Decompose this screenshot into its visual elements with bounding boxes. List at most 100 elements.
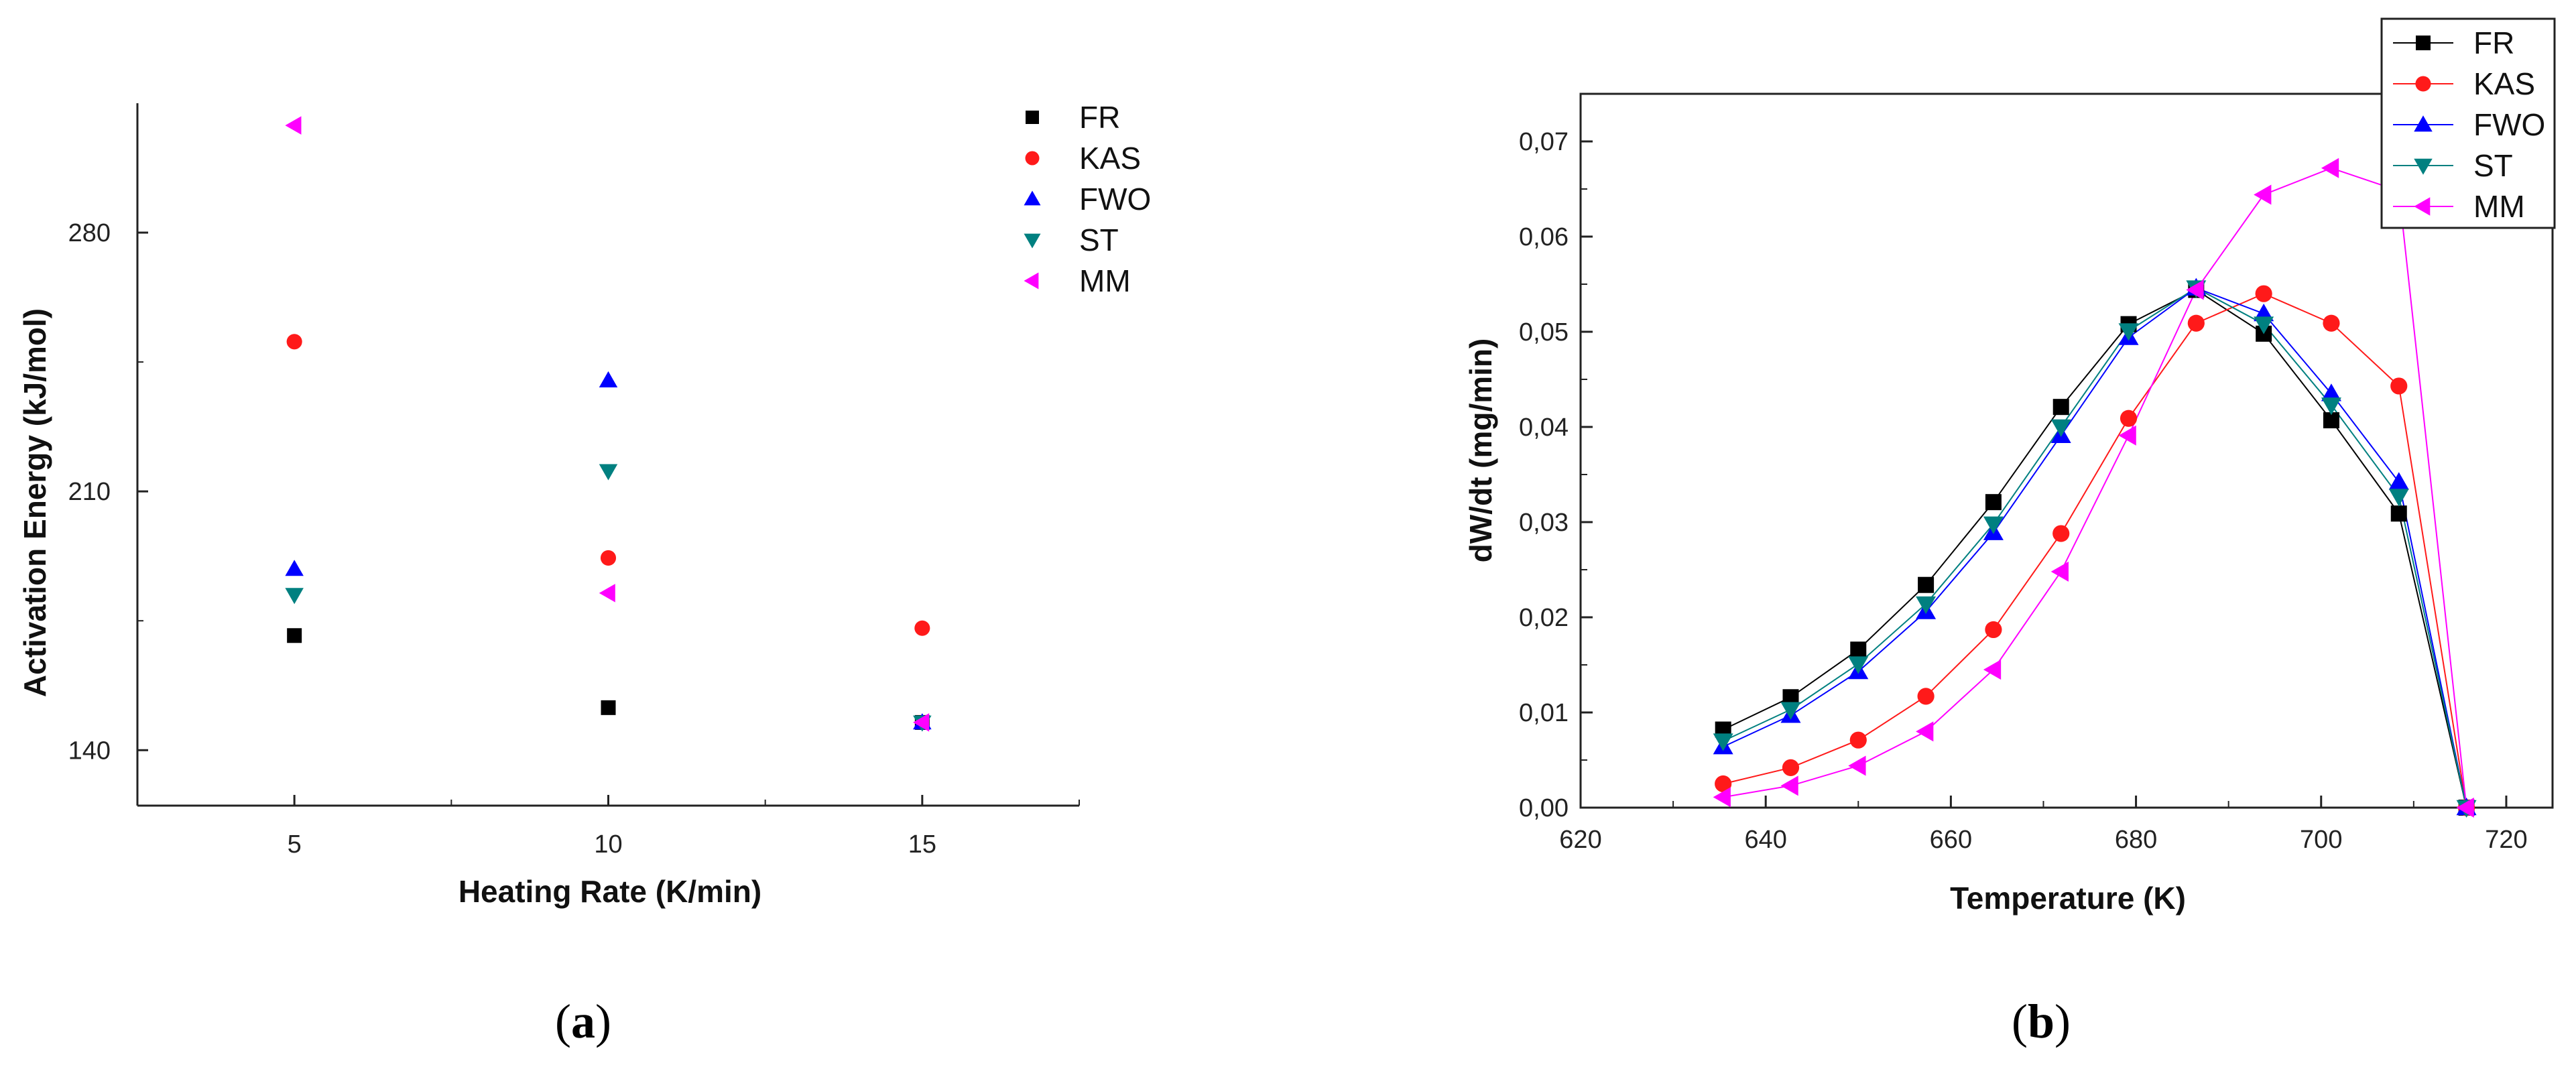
chart-b-point-kas — [2255, 285, 2272, 302]
chart-b-frame — [1579, 92, 2554, 809]
chart-a-marks — [285, 116, 932, 732]
chart-b-point-st — [1848, 656, 1869, 674]
chart-b-point-st — [1983, 516, 2004, 534]
chart-b-y-tick-label: 0,02 — [1519, 604, 1569, 632]
chart-b-y-tick-label: 0,01 — [1519, 699, 1569, 727]
chart-b-point-kas — [2187, 314, 2205, 332]
chart-b-x-tick-label: 680 — [2115, 826, 2157, 854]
chart-b-point-kas — [1782, 759, 1800, 776]
chart-b-legend-label-fr: FR — [2473, 25, 2514, 60]
chart-b-point-kas — [2052, 525, 2070, 542]
chart-b-legend-label-mm: MM — [2473, 189, 2525, 224]
chart-a-point-st — [599, 464, 618, 481]
chart-b-y-tick-label: 0,05 — [1519, 318, 1569, 347]
chart-b-y-axis-title: dW/dt (mg/min) — [1463, 338, 1498, 563]
chart-b-point-st — [2050, 419, 2071, 437]
chart-b-legend-marker-kas — [2415, 76, 2431, 92]
chart-b-legend-marker-mm — [2414, 197, 2431, 216]
chart-b-point-fr — [2052, 399, 2069, 416]
chart-b-legend-marker-fwo — [2414, 115, 2433, 132]
chart-b-point-mm — [1780, 775, 1798, 796]
chart-a-point-fr — [287, 628, 302, 643]
chart-b-point-st — [1713, 733, 1733, 751]
chart-b-legend-marker-fr — [2416, 36, 2431, 50]
chart-b-legend: FR KAS FWO ST MM — [2393, 25, 2545, 224]
chart-a-y-tick-label: 140 — [68, 737, 111, 765]
chart-a-legend-label-mm: MM — [1079, 263, 1131, 298]
chart-a-y-axis-title: Activation Energy (kJ/mol) — [17, 308, 52, 697]
chart-b-point-fwo — [2321, 383, 2341, 401]
chart-b-y-tick-label: 0,03 — [1519, 509, 1569, 537]
chart-b-point-fr — [1850, 641, 1867, 658]
chart-b-point-st — [1916, 596, 1937, 615]
chart-b-y-tick-label: 0,04 — [1519, 414, 1569, 442]
chart-b-point-st — [2254, 316, 2274, 334]
chart-b-y-tick-label: 0,00 — [1519, 794, 1569, 822]
chart-a-legend-label-kas: KAS — [1079, 141, 1141, 176]
chart-a-point-mm — [599, 584, 615, 603]
chart-b-ticks: 0,00 0,01 0,02 0,03 0,04 0,05 0,06 0,07 620 640 66… — [1519, 128, 2528, 854]
chart-a-legend-label-fwo: FWO — [1079, 182, 1151, 216]
chart-b-point-kas — [1985, 621, 2002, 639]
chart-a-point-fwo — [599, 371, 618, 387]
chart-b-x-tick-label: 720 — [2485, 826, 2527, 854]
chart-a-point-kas — [914, 620, 930, 636]
chart-a-point-fr — [601, 700, 616, 715]
chart-b-point-mm — [2050, 561, 2069, 582]
chart-b-line-st — [1723, 287, 2467, 808]
chart-b-point-st — [1780, 702, 1801, 720]
chart-a-legend-marker-fr — [1026, 111, 1039, 124]
chart-a-x-tick-label: 10 — [594, 830, 622, 859]
chart-b-legend-label-st: ST — [2473, 148, 2513, 183]
chart-a-point-st — [285, 588, 304, 605]
chart-a-point-kas — [600, 550, 617, 566]
chart-a-x-tick-label: 15 — [908, 830, 936, 859]
chart-a-ticks: 140 210 280 5 10 15 — [68, 219, 1080, 859]
chart-a-y-tick-label: 210 — [68, 478, 111, 506]
chart-a-legend-marker-fwo — [1024, 190, 1041, 206]
chart-b-point-fwo — [2388, 472, 2409, 490]
chart-b-point-fr — [1918, 576, 1935, 593]
chart-b-point-kas — [2323, 314, 2340, 332]
chart-b-y-tick-label: 0,07 — [1519, 128, 1569, 156]
chart-b-legend-box — [2380, 17, 2556, 229]
chart-b-point-fr — [1985, 494, 2002, 511]
caption-b: (b) — [2012, 995, 2071, 1048]
caption-a: (a) — [555, 995, 611, 1048]
chart-a-legend-marker-st — [1024, 233, 1041, 249]
chart-b-legend-marker-st — [2414, 158, 2433, 175]
chart-b-point-kas — [1849, 731, 1867, 749]
chart-a-point-mm — [285, 116, 302, 135]
chart-b-point-st — [2118, 323, 2139, 341]
chart-b-legend-label-kas: KAS — [2473, 66, 2535, 101]
chart-b-x-tick-label: 640 — [1744, 826, 1786, 854]
chart-b-point-kas — [2120, 410, 2138, 427]
chart-b-point-mm — [2254, 184, 2272, 205]
chart-a-point-kas — [286, 334, 302, 350]
caption-b-letter: b — [2028, 995, 2054, 1048]
chart-b-point-mm — [2456, 798, 2474, 818]
chart-b-point-mm — [2321, 158, 2339, 178]
chart-b-point-mm — [2186, 279, 2204, 300]
chart-b-x-axis-title: Temperature (K) — [1950, 881, 2186, 916]
chart-b-line-mm — [1723, 167, 2467, 808]
chart-b-line-kas — [1723, 293, 2467, 808]
chart-b-legend-label-fwo: FWO — [2473, 107, 2545, 142]
chart-a: 140 210 280 5 10 15 Heating Rate (K/min) Acti… — [17, 100, 1151, 1048]
chart-a-legend-label-st: ST — [1079, 223, 1119, 257]
chart-b-point-fr — [2390, 505, 2407, 522]
chart-b-point-kas — [2390, 377, 2408, 395]
chart-b-point-st — [2388, 489, 2409, 507]
chart-a-point-mm — [913, 713, 930, 732]
chart-a-legend: FR KAS FWO ST MM — [1024, 100, 1151, 298]
chart-b-x-tick-label: 700 — [2300, 826, 2342, 854]
chart-b-line-fwo — [1723, 287, 2467, 808]
chart-b-point-mm — [1983, 660, 2002, 680]
chart-a-legend-marker-mm — [1024, 272, 1039, 290]
caption-a-letter: a — [571, 995, 595, 1048]
chart-b-point-mm — [1713, 787, 1731, 808]
chart-b-point-mm — [1916, 721, 1934, 742]
chart-a-x-axis-title: Heating Rate (K/min) — [458, 874, 761, 909]
